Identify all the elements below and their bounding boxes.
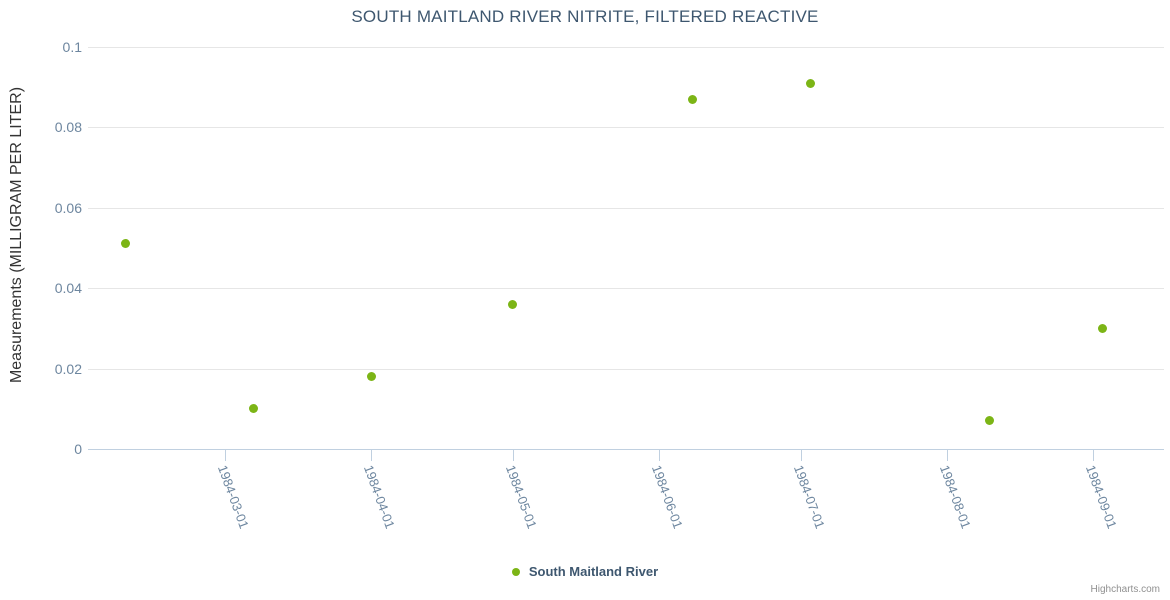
- x-axis-tick-mark: [1093, 450, 1095, 461]
- gridline: [88, 207, 1164, 209]
- x-axis-tick-mark: [512, 450, 514, 461]
- data-point[interactable]: [121, 239, 131, 249]
- gridline: [88, 127, 1164, 129]
- gridline: [88, 288, 1164, 290]
- x-axis-tick-mark: [659, 450, 661, 461]
- y-axis-tick-label: 0.06: [54, 199, 82, 216]
- y-axis-tick-label: 0.08: [54, 119, 82, 136]
- x-axis-tick-mark: [946, 450, 948, 461]
- legend-item-south-maitland-river[interactable]: South Maitland River: [511, 563, 659, 581]
- data-point[interactable]: [366, 372, 376, 382]
- data-point[interactable]: [508, 299, 518, 309]
- x-axis-tick-label: 1984-07-01: [790, 463, 828, 531]
- plot-area: [88, 47, 1164, 449]
- data-point[interactable]: [687, 94, 697, 104]
- y-axis-tick-label: 0.02: [54, 360, 82, 377]
- x-axis-tick-mark: [224, 450, 226, 461]
- legend-marker-icon: [511, 567, 520, 576]
- x-axis-tick-label: 1984-03-01: [214, 463, 252, 531]
- data-point[interactable]: [248, 404, 258, 414]
- data-point[interactable]: [1098, 323, 1108, 333]
- data-point[interactable]: [984, 416, 994, 426]
- credits-label[interactable]: Highcharts.com: [1090, 584, 1160, 595]
- gridline: [88, 47, 1164, 48]
- x-axis-tick-label: 1984-05-01: [502, 463, 540, 531]
- x-axis-tick-mark: [800, 450, 802, 461]
- x-axis-tick-label: 1984-08-01: [936, 463, 974, 531]
- y-axis-tick-label: 0: [74, 441, 82, 457]
- y-axis-tick-labels: 0 0.02 0.04 0.06 0.08 0.1: [0, 0, 82, 600]
- x-axis-tick-label: 1984-06-01: [648, 463, 686, 531]
- chart-title: SOUTH MAITLAND RIVER NITRITE, FILTERED R…: [351, 7, 819, 26]
- x-axis-tick-mark: [371, 450, 373, 461]
- legend-item-label: South Maitland River: [528, 564, 659, 580]
- chart-legend: South Maitland River: [0, 563, 1170, 581]
- data-point[interactable]: [805, 78, 815, 88]
- gridline: [88, 368, 1164, 370]
- x-axis-tick-label: 1984-09-01: [1083, 463, 1120, 531]
- y-axis-tick-label: 0.1: [62, 39, 82, 55]
- y-axis-tick-label: 0.04: [54, 280, 82, 297]
- x-axis-tick-label: 1984-04-01: [361, 463, 398, 531]
- x-axis-line: [88, 449, 1164, 450]
